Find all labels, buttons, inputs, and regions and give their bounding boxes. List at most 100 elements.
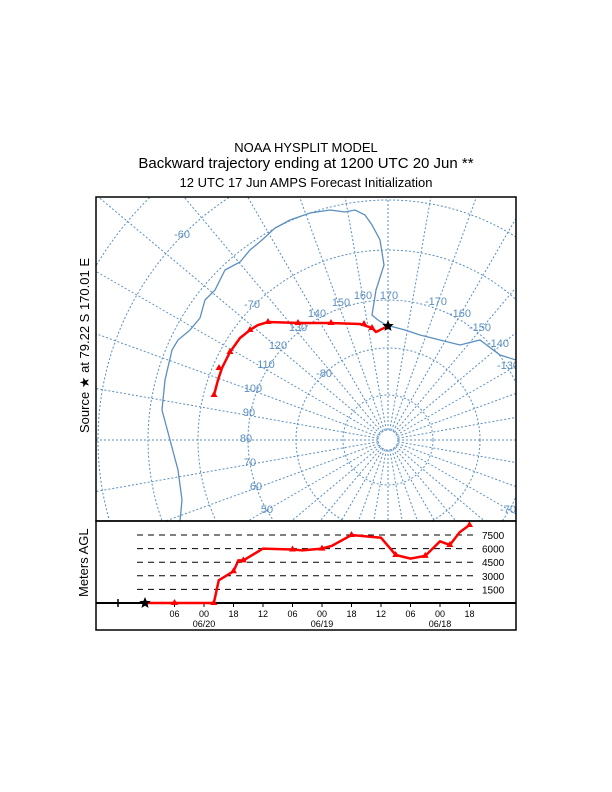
grid-label: 60 — [250, 481, 262, 493]
grid-label: -70 — [500, 504, 516, 516]
grid-label: 150 — [332, 297, 350, 309]
height-marker — [239, 556, 247, 563]
longitude-line — [291, 446, 381, 521]
longitude-line — [183, 197, 382, 433]
height-marker — [289, 545, 296, 552]
grid-label: -130 — [497, 360, 519, 372]
height-marker — [466, 521, 473, 528]
map-frame — [95, 196, 517, 522]
trajectory-marker — [360, 320, 368, 326]
longitude-line — [397, 441, 516, 464]
x-tick-label: 06 — [169, 609, 179, 619]
grid-label: 160 — [354, 290, 372, 302]
coastline — [161, 209, 516, 521]
grid-label: 110 — [257, 359, 275, 371]
longitude-line — [373, 449, 387, 521]
trajectory-marker — [327, 319, 335, 325]
trajectory-marker — [264, 318, 272, 324]
grid-label: 90 — [243, 407, 255, 419]
y-tick-label: 1500 — [482, 585, 505, 596]
longitude-line — [390, 449, 418, 521]
longitude-line — [392, 218, 516, 432]
x-tick-label: 12 — [258, 609, 268, 619]
latitude-circle — [342, 394, 434, 486]
y-tick-label: 3000 — [482, 572, 505, 583]
grid-label: 120 — [269, 340, 287, 352]
grid-label: 80 — [240, 433, 252, 445]
y-axis-label: Meters AGL — [76, 528, 91, 597]
x-tick-label: 06 — [405, 609, 415, 619]
longitude-line — [389, 449, 403, 521]
longitude-line — [98, 197, 381, 434]
longitude-line — [396, 444, 516, 515]
longitude-line — [344, 197, 387, 431]
longitude-line — [394, 287, 516, 433]
longitude-line — [358, 449, 386, 521]
source-star-icon — [139, 597, 151, 608]
x-tick-label: 12 — [376, 609, 386, 619]
latitude-circle — [377, 429, 399, 451]
height-series-line — [145, 524, 471, 605]
height-marker — [421, 551, 429, 558]
longitude-line — [397, 416, 516, 439]
date-label: 06/20 — [193, 619, 216, 629]
height-marker — [348, 531, 355, 537]
height-marker — [318, 544, 326, 551]
longitude-line — [96, 441, 379, 492]
trajectory-marker — [210, 391, 218, 397]
grid-label: 100 — [244, 383, 262, 395]
x-tick-label: 18 — [228, 609, 238, 619]
longitude-line — [96, 388, 379, 439]
x-tick-label: 00 — [435, 609, 445, 619]
longitude-line — [96, 270, 380, 436]
y-tick-label: 6000 — [482, 545, 505, 556]
longitude-line — [389, 197, 432, 431]
trajectory-title: Backward trajectory ending at 1200 UTC 2… — [138, 155, 474, 172]
date-label: 06/19 — [311, 619, 334, 629]
grid-label: 130 — [289, 322, 307, 334]
height-marker — [392, 550, 400, 557]
longitude-line — [397, 442, 516, 488]
grid-label: -150 — [469, 322, 491, 334]
height-chart: 7500 6000 4500 3000 1500 06 00 18 12 06 00 18 12 06 00… — [96, 521, 516, 629]
longitude-line — [247, 444, 380, 521]
y-tick-label: 4500 — [482, 558, 505, 569]
trajectory-marker — [246, 326, 254, 332]
trajectory-marker — [215, 364, 223, 370]
grid-label: -140 — [487, 338, 509, 350]
height-marker — [171, 599, 178, 605]
longitude-line — [397, 392, 516, 438]
longitude-line — [96, 333, 379, 438]
chart-frame — [95, 520, 517, 631]
trajectory-marker — [226, 348, 234, 354]
grid-label: -70 — [244, 299, 260, 311]
grid-label: 70 — [244, 457, 256, 469]
grid-label: -170 — [425, 296, 447, 308]
grid-label: -60 — [174, 229, 190, 241]
source-label: Source ★ at 79.22 S 170.01 E — [77, 258, 92, 433]
grid-label: 50 — [261, 504, 273, 516]
trajectory-marker — [294, 319, 302, 325]
date-label: 06/18 — [429, 619, 452, 629]
model-title: NOAA HYSPLIT MODEL — [234, 140, 378, 155]
x-tick-label: 18 — [464, 609, 474, 619]
longitude-line — [299, 197, 386, 431]
longitude-line — [396, 365, 516, 436]
latitude-circle — [147, 199, 516, 521]
longitude-line — [247, 197, 384, 432]
x-tick-label: 00 — [317, 609, 327, 619]
initialization-title: 12 UTC 17 Jun AMPS Forecast Initializati… — [179, 175, 433, 190]
grid-label: 170 — [380, 290, 398, 302]
x-tick-label: 00 — [199, 609, 209, 619]
longitude-line — [340, 448, 384, 521]
grid-label: -160 — [449, 308, 471, 320]
x-tick-label: 06 — [287, 609, 297, 619]
longitude-line — [390, 197, 477, 431]
longitude-line — [392, 448, 436, 521]
longitude-line — [165, 442, 379, 521]
trajectory-marker — [368, 324, 376, 330]
height-marker — [230, 567, 237, 574]
grid-label: 140 — [308, 308, 326, 320]
longitude-line — [395, 446, 485, 521]
